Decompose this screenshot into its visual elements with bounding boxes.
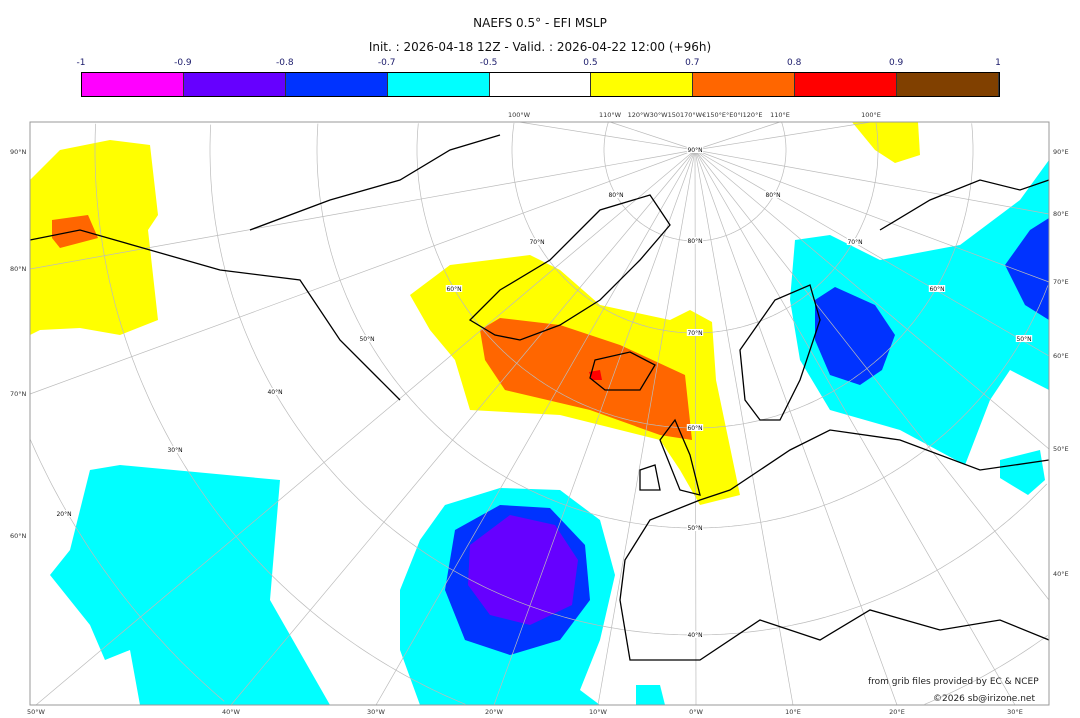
coastlines [29,134,1050,661]
efi-region-extreme-iceland [589,370,602,380]
graticule [29,121,1050,706]
coordinate-label: 90°E [1053,148,1069,156]
colorbar-tick-label: -0.8 [275,58,294,68]
latitude-circle [416,123,974,429]
axis-labels: 90°N 80°N 70°N 60°N 90°E 80°E 70°E 60°E 50°E 40°E… [10,111,1069,716]
coordinate-label: 80°E [1053,210,1069,218]
colorbar-tick-label: 0.5 [583,58,598,68]
efi-region-negative-caspian [1000,450,1045,495]
coordinate-label: 20°W [485,708,504,716]
coordinate-label: 40°N [267,389,282,396]
coordinate-label: 10°E [785,708,801,716]
efi-region-strong-iceland [480,318,692,440]
coordinate-label: 80°N [765,192,780,199]
colorbar-tick-label: -0.9 [174,58,192,68]
coordinate-label: 20°E [889,708,905,716]
latitude-circle [603,122,787,242]
map-frame [29,121,1050,706]
colorbar-tick-label: 0.9 [888,58,904,68]
map-subtitle: Init. : 2026-04-18 12Z - Valid. : 2026-0… [368,40,712,54]
colorbar-tick-label: -1 [76,58,86,68]
colorbar-segment [285,73,388,96]
coordinate-label: 50°W [27,708,46,716]
coordinate-label: 70°N [529,239,544,246]
colorbar-segment [183,73,286,96]
latitude-circle [209,124,1048,636]
colorbar-segment [795,73,898,96]
colorbar-tick-label: -0.5 [479,58,498,68]
coordinate-label: 30°N [167,447,182,454]
colorbar [81,72,1000,97]
colorbar-segment [387,73,490,96]
map-title: NAEFS 0.5° - EFI MSLP [473,16,607,30]
colorbar-segment [591,73,694,96]
coordinate-label: 60°E [1053,352,1069,360]
coordinate-label: 60°N [687,425,702,432]
coordinate-label: 50°N [1016,336,1031,343]
coordinate-label: 70°N [687,330,702,337]
coordinate-label: 40°E [1053,570,1069,578]
efi-region-strong-negative-urals [1005,218,1049,320]
coordinate-label: 40°W [222,708,241,716]
latitude-circle [29,438,225,702]
efi-region-strong-negative-baltic [815,287,895,385]
coordinate-label: 60°N [446,286,461,293]
efi-region-very-strong-negative-low [468,515,578,625]
latitude-circle [511,122,879,334]
colorbar-segment [489,73,592,96]
coordinate-label: 100°W [508,111,531,119]
colorbar-segment [82,73,184,96]
efi-region-positive-siberia [852,122,920,163]
coordinate-label: 30°W [367,708,386,716]
efi-region-negative-west-atlantic [50,465,330,705]
coordinate-label: 50°E [1053,445,1069,453]
coordinate-label: 10°W [589,708,608,716]
coordinate-label: 90°N [687,147,702,154]
coordinate-label: 90°N [10,148,27,156]
coordinate-label: 100°E [861,111,881,119]
coordinate-label: 30°E [1007,708,1023,716]
latitude-circle [94,123,1048,705]
coordinate-label: 80°N [10,265,27,273]
efi-fields [30,122,1049,705]
coordinate-label: 20°N [56,511,71,518]
source-credit: from grib files provided by EC & NCEP [868,677,1039,687]
colorbar-tick-label: 0.8 [787,58,802,68]
coordinate-label: 60°N [10,532,27,540]
efi-region-negative-iberia [636,685,665,705]
colorbar-segment [897,73,1000,96]
colorbar-tick-label: 1 [995,58,1001,68]
colorbar-tick-label: 0.7 [685,58,700,68]
coordinate-label: 60°N [929,286,944,293]
coordinate-label: 70°E [1053,278,1069,286]
coordinate-label: 120°W30°W150170°W€150°E°E0°I120°E [628,111,763,119]
coordinate-label: 40°N [687,632,702,639]
coordinate-label: 70°N [10,390,27,398]
coordinate-label: 70°N [847,239,862,246]
colorbar-tick-label: -0.7 [377,58,396,68]
coordinate-label: 80°N [687,238,702,245]
coordinate-label: 50°N [687,525,702,532]
colorbar-segment [693,73,796,96]
coordinate-label: 0°W [689,708,703,716]
coordinate-label: 110°E [770,111,790,119]
copyright: ©2026 sb@irizone.net [933,694,1035,704]
coordinate-label: 50°N [359,336,374,343]
coordinate-label: 110°W [599,111,622,119]
efi-region-negative-scandinavia [790,160,1049,465]
grid-labels: 90°N 80°N 70°N 60°N 50°N 40°N 30°N 20°N 80°N 70°N… [55,146,1033,639]
latitude-circle [316,123,1049,529]
coordinate-label: 80°N [608,192,623,199]
